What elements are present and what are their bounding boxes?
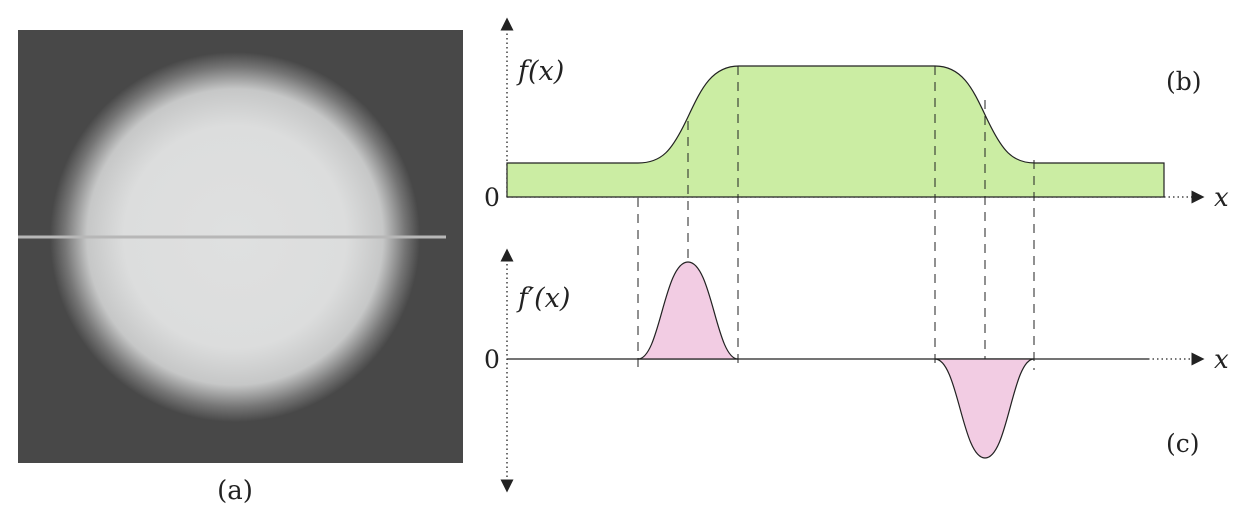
derivative-panel: f′(x) 0 x (c) xyxy=(484,248,1229,493)
b-y-label: f(x) xyxy=(516,56,564,87)
function-fill xyxy=(506,65,1165,198)
positive-derivative-bump xyxy=(637,261,739,360)
b-zero-label: 0 xyxy=(484,183,500,212)
b-x-label: x xyxy=(1214,183,1229,213)
function-panel: f(x) 0 x (b) xyxy=(484,17,1229,213)
panel-c-label: (c) xyxy=(1166,429,1200,458)
c-x-label: x xyxy=(1214,345,1229,375)
panel-b-label: (b) xyxy=(1166,67,1202,96)
c-y-label: f′(x) xyxy=(516,283,570,314)
image-panel: (a) xyxy=(18,30,463,506)
panel-a-label: (a) xyxy=(217,476,253,506)
negative-derivative-bump xyxy=(934,358,1035,459)
c-zero-label: 0 xyxy=(484,345,500,374)
